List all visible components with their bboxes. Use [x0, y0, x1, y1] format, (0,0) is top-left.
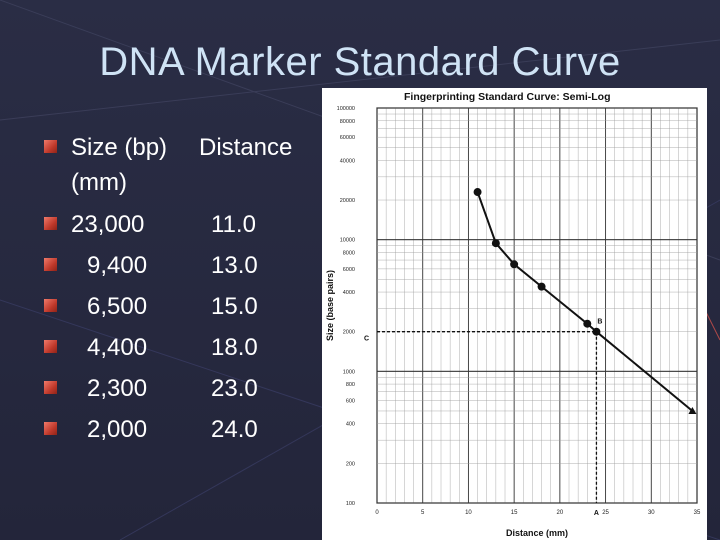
y-tick-label: 600: [346, 399, 355, 405]
data-point: [592, 327, 601, 336]
chart-title: Fingerprinting Standard Curve: Semi-Log: [404, 91, 611, 103]
distance-column-header: Distance: [199, 134, 293, 161]
data-row: 6,500 15.0: [44, 287, 334, 328]
y-tick-label: 6000: [343, 267, 355, 273]
x-tick-label: 20: [557, 510, 564, 516]
x-tick-label: 5: [421, 510, 425, 516]
bullet-marker: [44, 140, 57, 153]
y-tick-label: 2000: [343, 330, 355, 336]
y-tick-label: 80000: [340, 119, 355, 125]
y-tick-label: 100: [346, 501, 355, 507]
bullet-marker: [44, 422, 57, 435]
y-tick-label: 20000: [340, 198, 355, 204]
row-size: 23,000: [71, 211, 145, 238]
bullet-marker: [44, 340, 57, 353]
y-tick-label: 60000: [340, 135, 355, 141]
bullet-header-row: Size (bp) Distance: [44, 128, 334, 169]
bullet-list: Size (bp) Distance (mm) 23,000 11.0 9,40…: [44, 128, 334, 451]
data-row: 4,400 18.0: [44, 328, 334, 369]
annotation-b: B: [597, 319, 602, 326]
y-tick-label: 10000: [340, 238, 355, 244]
chart-panel: Fingerprinting Standard Curve: Semi-Log 1…: [322, 88, 707, 540]
data-row: 2,300 23.0: [44, 369, 334, 410]
row-size: 9,400: [87, 252, 148, 279]
row-size: 2,300: [87, 375, 148, 402]
header-continuation: (mm): [44, 169, 334, 205]
y-tick-label: 200: [346, 461, 355, 467]
y-tick-label: 100000: [337, 106, 355, 112]
x-tick-label: 35: [694, 510, 701, 516]
y-tick-label: 8000: [343, 250, 355, 256]
row-distance: 15.0: [211, 293, 258, 320]
x-tick-label: 25: [602, 510, 609, 516]
data-point: [473, 188, 482, 197]
row-size: 6,500: [87, 293, 148, 320]
x-axis-label: Distance (mm): [506, 528, 568, 538]
slide-title: DNA Marker Standard Curve: [99, 40, 621, 84]
bullet-marker: [44, 258, 57, 271]
y-tick-label: 400: [346, 422, 355, 428]
row-distance: 18.0: [211, 334, 258, 361]
annotation-a: A: [594, 510, 599, 517]
bullet-marker: [44, 299, 57, 312]
annotation-c: C: [364, 336, 369, 343]
x-tick-label: 10: [465, 510, 472, 516]
data-point: [510, 260, 519, 269]
data-row: 23,000 11.0: [44, 205, 334, 246]
line-end-marker: [688, 406, 697, 414]
bullet-marker: [44, 381, 57, 394]
row-size: 2,000: [87, 416, 148, 443]
x-tick-label: 15: [511, 510, 518, 516]
size-column-header: Size (bp): [71, 134, 168, 161]
row-size: 4,400: [87, 334, 148, 361]
x-tick-label: 30: [648, 510, 655, 516]
y-tick-label: 4000: [343, 290, 355, 296]
x-tick-label: 0: [375, 510, 379, 516]
data-row: 9,400 13.0: [44, 246, 334, 287]
semi-log-chart: Fingerprinting Standard Curve: Semi-Log 1…: [325, 91, 701, 538]
bullet-marker: [44, 217, 57, 230]
row-distance: 11.0: [211, 211, 256, 238]
data-point: [537, 282, 546, 291]
distance-unit: (mm): [71, 169, 127, 196]
series-line: [476, 191, 694, 412]
data-point: [583, 319, 592, 328]
y-tick-label: 800: [346, 382, 355, 388]
y-tick-label: 1000: [343, 369, 355, 375]
row-distance: 13.0: [211, 252, 258, 279]
row-distance: 24.0: [211, 416, 258, 443]
y-axis-label: Size (base pairs): [325, 270, 335, 341]
row-distance: 23.0: [211, 375, 258, 402]
plot-frame: [376, 107, 698, 504]
y-tick-label: 40000: [340, 158, 355, 164]
data-row: 2,000 24.0: [44, 410, 334, 451]
data-point: [491, 239, 500, 248]
